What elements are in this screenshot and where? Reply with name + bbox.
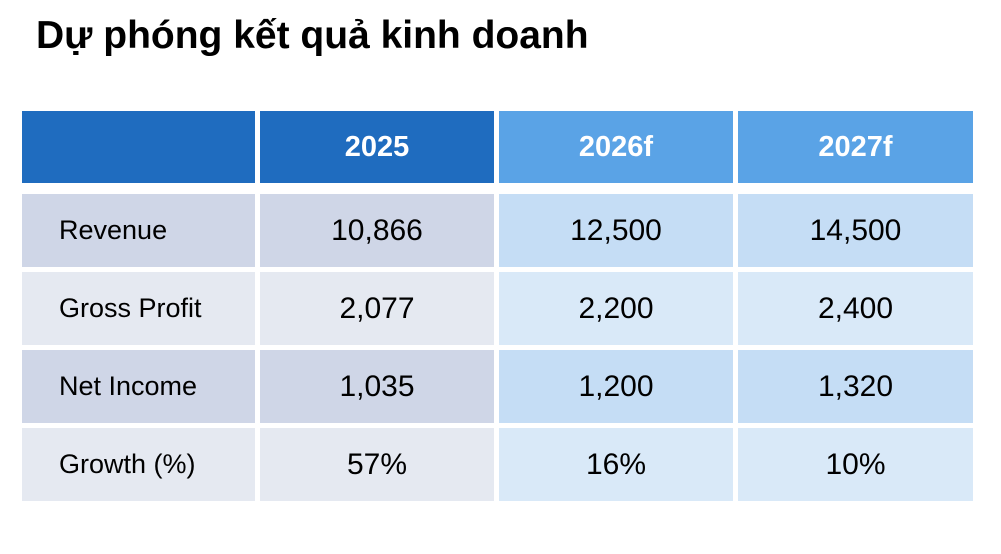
table-cell: 1,200 — [499, 350, 733, 423]
table-row: Gross Profit 2,077 2,200 2,400 — [22, 272, 973, 345]
forecast-table: 2025 2026f 2027f Revenue 10,866 12,500 1… — [22, 111, 973, 501]
header-cell-2026f: 2026f — [499, 111, 733, 183]
table-row: Growth (%) 57% 16% 10% — [22, 428, 973, 501]
table-cell: 2,400 — [738, 272, 973, 345]
row-label: Net Income — [22, 350, 255, 423]
row-label: Gross Profit — [22, 272, 255, 345]
table-row: Revenue 10,866 12,500 14,500 — [22, 194, 973, 267]
table-cell: 2,200 — [499, 272, 733, 345]
table-cell: 57% — [260, 428, 494, 501]
row-label: Growth (%) — [22, 428, 255, 501]
table-cell: 16% — [499, 428, 733, 501]
header-cell-empty — [22, 111, 255, 183]
table-cell: 1,320 — [738, 350, 973, 423]
page-title: Dự phóng kết quả kinh doanh — [36, 14, 589, 57]
header-cell-2025: 2025 — [260, 111, 494, 183]
table-cell: 1,035 — [260, 350, 494, 423]
table-cell: 14,500 — [738, 194, 973, 267]
table-cell: 2,077 — [260, 272, 494, 345]
table-cell: 12,500 — [499, 194, 733, 267]
table-header-row: 2025 2026f 2027f — [22, 111, 973, 183]
row-label: Revenue — [22, 194, 255, 267]
table-row: Net Income 1,035 1,200 1,320 — [22, 350, 973, 423]
table-cell: 10,866 — [260, 194, 494, 267]
table-cell: 10% — [738, 428, 973, 501]
header-cell-2027f: 2027f — [738, 111, 973, 183]
